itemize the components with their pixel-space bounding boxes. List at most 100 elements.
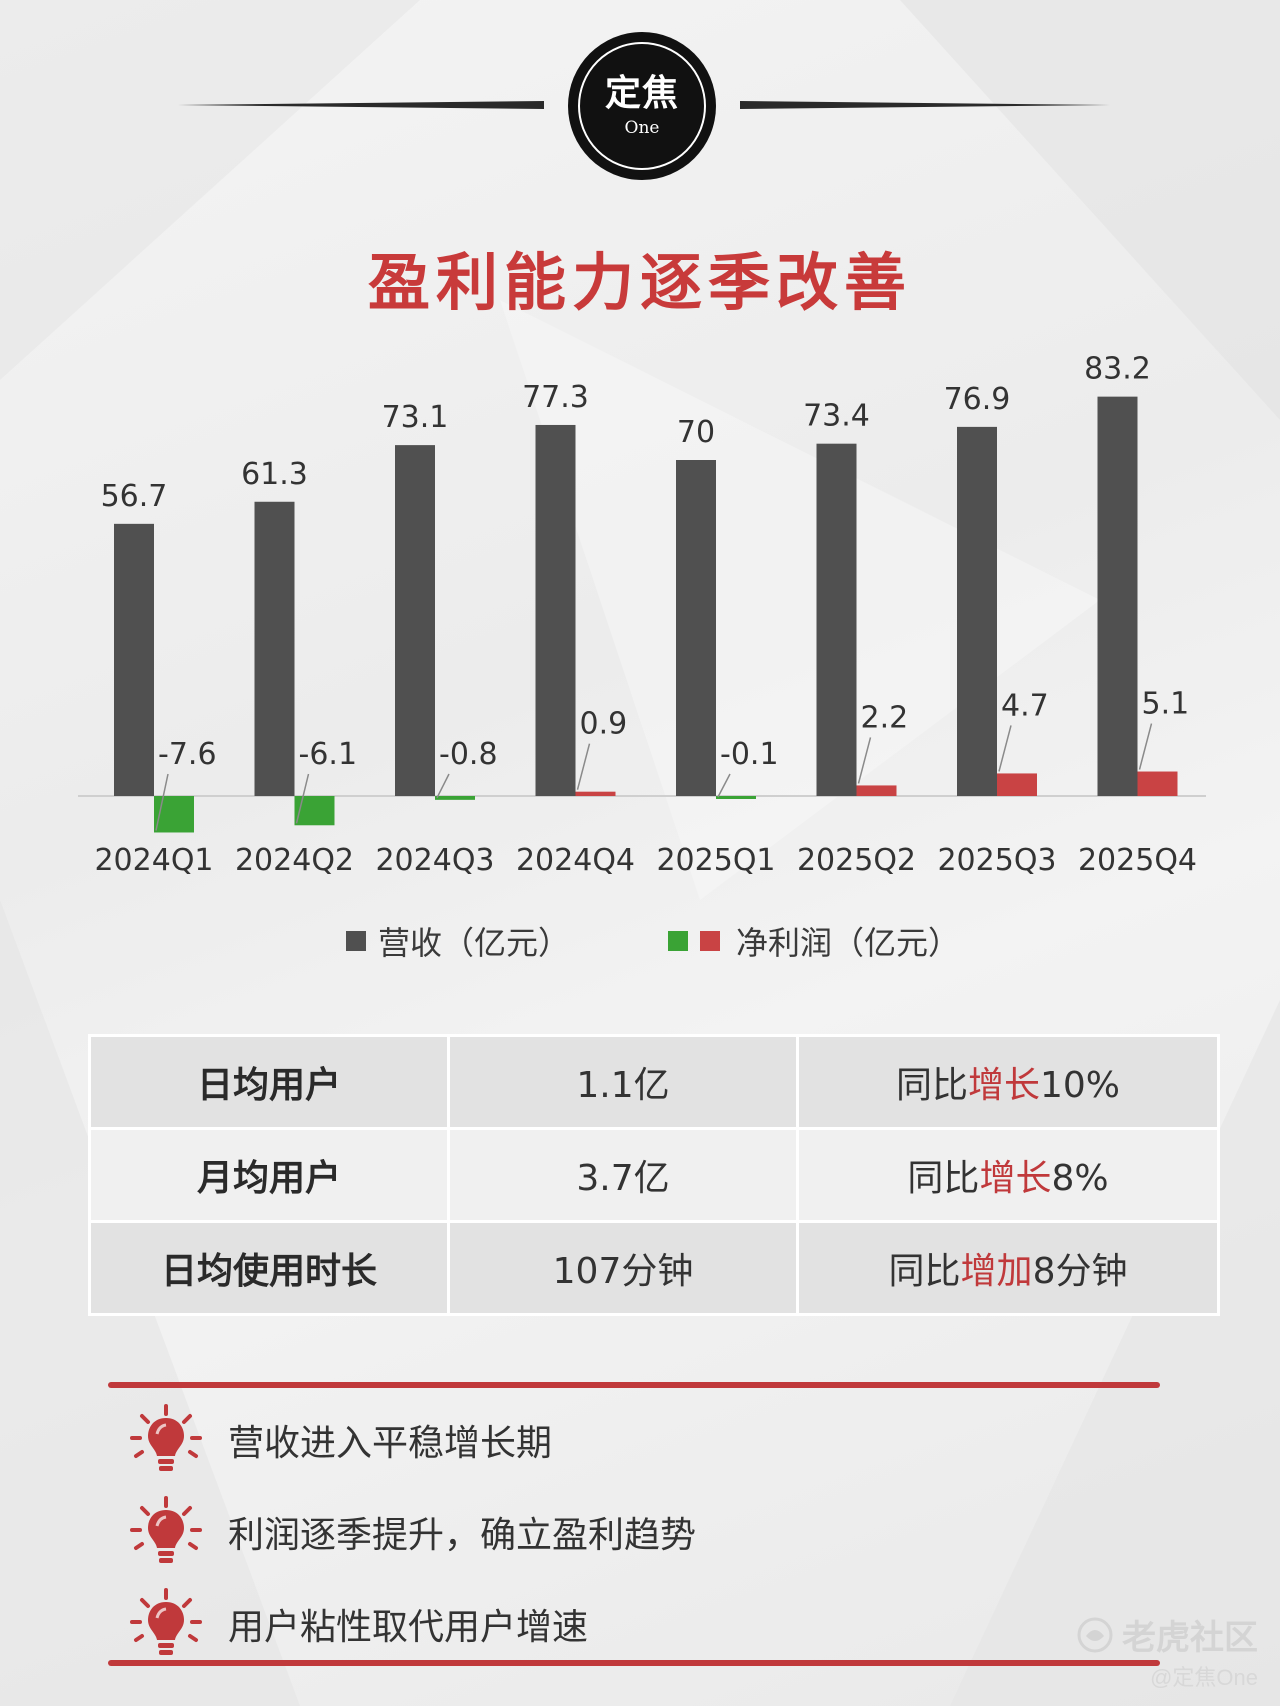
revenue-label: 56.7 — [101, 479, 168, 514]
revenue-bar — [254, 501, 295, 796]
revenue-label: 73.4 — [803, 399, 870, 434]
profit-bar — [856, 785, 897, 796]
watermark-brand-text: 老虎社区 — [1122, 1619, 1258, 1657]
metric-cell: 日均使用时长 — [88, 1220, 450, 1316]
profit-label: 0.9 — [580, 707, 628, 742]
profit-bar — [716, 796, 756, 799]
value-cell: 3.7亿 — [447, 1127, 799, 1223]
x-tick-label: 2024Q3 — [375, 843, 494, 878]
profit-label: -0.1 — [720, 737, 779, 772]
profit-label: 5.1 — [1142, 687, 1190, 722]
compare-cell: 同比增长10% — [796, 1034, 1220, 1130]
profit-label: -7.6 — [158, 737, 217, 772]
compare-suffix: 8% — [1051, 1158, 1109, 1199]
metric-cell: 日均用户 — [88, 1034, 450, 1130]
x-tick-label: 2025Q1 — [656, 843, 775, 878]
compare-highlight: 增长 — [967, 1065, 1040, 1106]
revenue-bar — [957, 426, 997, 796]
compare-highlight: 增长 — [979, 1158, 1052, 1199]
profit-bar — [575, 791, 616, 796]
profit-leader-line — [155, 773, 169, 831]
revenue-label: 77.3 — [522, 380, 589, 415]
page-title: 盈利能力逐季改善 — [367, 246, 912, 319]
profit-leader-line — [436, 773, 450, 799]
compare-cell: 同比增加8分钟 — [796, 1220, 1220, 1316]
legend-profit-label: 净利润（亿元） — [736, 924, 961, 962]
x-tick-label: 2025Q3 — [937, 843, 1056, 878]
compare-prefix: 同比 — [895, 1065, 968, 1106]
compare-suffix: 10% — [1040, 1065, 1121, 1106]
legend-revenue-label: 营收（亿元） — [378, 924, 571, 962]
compare-highlight: 增加 — [960, 1251, 1033, 1292]
user-metrics-table: 日均用户 1.1亿 同比增长10% 月均用户 3.7亿 同比增长8% 日均使用时… — [88, 1034, 1220, 1316]
revenue-bar — [1097, 396, 1138, 796]
revenue-label: 83.2 — [1084, 352, 1151, 387]
legend-swatch-revenue — [346, 931, 366, 951]
lightbulb-icon — [130, 1496, 202, 1563]
revenue-label: 70 — [677, 415, 715, 450]
x-tick-label: 2025Q2 — [797, 843, 916, 878]
point-text: 用户粘性取代用户增速 — [228, 1607, 589, 1648]
revenue-label: 73.1 — [382, 400, 449, 435]
logo-sub-text: One — [624, 118, 660, 138]
divider-top — [108, 1382, 1160, 1388]
compare-prefix: 同比 — [888, 1251, 961, 1292]
legend-profit: 净利润（亿元） — [668, 918, 960, 964]
revenue-label: 61.3 — [241, 457, 308, 492]
revenue-label: 76.9 — [944, 382, 1011, 417]
profit-leader-line — [717, 773, 731, 798]
header-line-left — [178, 101, 544, 109]
profit-leader-line — [998, 725, 1012, 772]
lightbulb-icon — [130, 1588, 202, 1655]
logo-main-text: 定焦 — [604, 73, 679, 114]
profit-bar — [294, 796, 335, 826]
metric-cell: 月均用户 — [88, 1127, 450, 1223]
profit-leader-line — [576, 743, 591, 790]
header-line-right — [740, 101, 1110, 109]
chart-legend: 营收（亿元） 净利润（亿元） — [0, 918, 1280, 968]
profit-label: 4.7 — [1001, 688, 1049, 723]
profit-leader-line — [857, 737, 872, 784]
profit-leader-line — [1138, 723, 1153, 770]
profit-label: -0.8 — [439, 737, 498, 772]
table-row: 日均使用时长 107分钟 同比增加8分钟 — [88, 1220, 1220, 1316]
profit-label: 2.2 — [861, 700, 909, 735]
revenue-profit-chart: 56.7 -7.6 2024Q1 61.3 -6.1 2024Q2 73.1 -0.8 2024… — [78, 352, 1206, 878]
profit-leader-line — [295, 773, 310, 824]
legend-swatch-profit-negative — [668, 931, 688, 951]
tiger-logo-icon — [1077, 1617, 1113, 1652]
list-item: 营收进入平稳增长期 — [130, 1400, 552, 1480]
watermark-brand: 老虎社区 — [1076, 1610, 1258, 1659]
point-text: 利润逐季提升，确立盈利趋势 — [228, 1515, 697, 1556]
brand-logo: 定焦 One — [572, 36, 712, 176]
revenue-bar — [535, 424, 576, 796]
x-tick-label: 2024Q1 — [94, 843, 213, 878]
x-tick-label: 2024Q4 — [516, 843, 635, 878]
lightbulb-icon — [130, 1404, 202, 1471]
value-cell: 107分钟 — [447, 1220, 799, 1316]
revenue-bar — [395, 445, 435, 796]
legend-revenue: 营收（亿元） — [346, 918, 570, 964]
point-text: 营收进入平稳增长期 — [228, 1423, 553, 1464]
profit-bar — [1137, 771, 1178, 796]
profit-bar — [154, 796, 194, 833]
revenue-bar — [114, 523, 154, 796]
compare-suffix: 8分钟 — [1032, 1251, 1128, 1292]
profit-bar — [997, 773, 1037, 796]
revenue-bar — [676, 460, 716, 796]
table-row: 月均用户 3.7亿 同比增长8% — [88, 1127, 1220, 1223]
compare-cell: 同比增长8% — [796, 1127, 1220, 1223]
profit-bar — [435, 796, 475, 800]
legend-swatch-profit-positive — [700, 931, 720, 951]
x-tick-label: 2024Q2 — [235, 843, 354, 878]
revenue-bar — [816, 443, 857, 796]
table-row: 日均用户 1.1亿 同比增长10% — [88, 1034, 1220, 1130]
list-item: 利润逐季提升，确立盈利趋势 — [130, 1492, 696, 1572]
profit-label: -6.1 — [299, 737, 358, 772]
divider-bottom — [108, 1660, 1160, 1666]
compare-prefix: 同比 — [907, 1158, 980, 1199]
list-item: 用户粘性取代用户增速 — [130, 1584, 588, 1664]
watermark-author: @定焦One — [1150, 1665, 1258, 1690]
x-tick-label: 2025Q4 — [1078, 843, 1197, 878]
value-cell: 1.1亿 — [447, 1034, 799, 1130]
